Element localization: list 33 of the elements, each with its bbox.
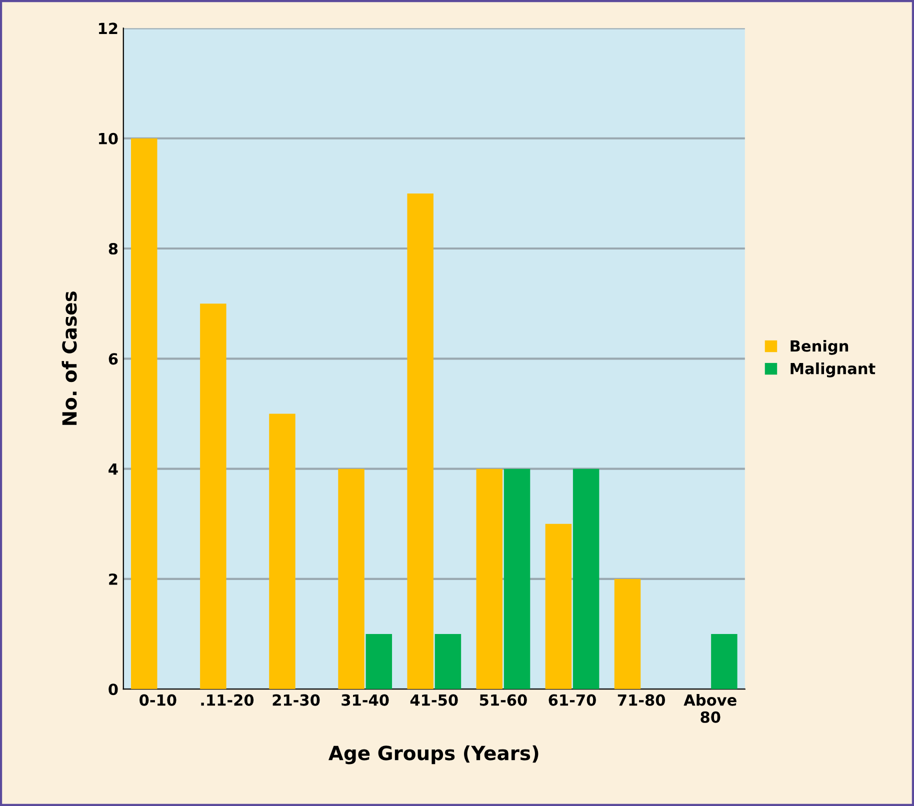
y-tick-label: 4 (108, 463, 118, 475)
legend-label: Benign (790, 340, 848, 355)
bar (434, 634, 462, 690)
x-tick-label: .11-20 (201, 694, 254, 706)
x-tick-label: 41-50 (410, 694, 458, 706)
bar (366, 634, 392, 690)
x-tick-label: 51-60 (480, 694, 527, 706)
x-tick-label: 31-40 (342, 694, 389, 706)
legend-label: Malignant (790, 362, 876, 378)
bar (711, 634, 738, 690)
y-tick-label: 8 (108, 242, 118, 255)
bar (338, 468, 364, 690)
bar (572, 468, 600, 690)
bar (614, 578, 641, 690)
x-tick-label: 21-30 (272, 694, 320, 706)
bar (545, 524, 572, 690)
bar (476, 468, 503, 690)
bar (200, 304, 226, 690)
y-tick-label: 12 (98, 22, 118, 34)
bar (269, 414, 296, 690)
y-axis-title: No. of Cases (62, 292, 77, 425)
x-tick-label: 0-10 (140, 694, 176, 706)
x-axis-title: Age Groups (Years) (328, 745, 538, 764)
bar (504, 468, 530, 690)
bar (130, 138, 158, 690)
bar (407, 193, 434, 690)
y-tick-label: 2 (109, 573, 118, 585)
y-tick-label: 10 (98, 132, 118, 144)
y-tick-label: 6 (108, 353, 118, 365)
x-tick-label: 71-80 (618, 694, 666, 706)
y-tick-label: 0 (108, 684, 118, 696)
x-tick-label: Above 80 (684, 694, 736, 723)
x-tick-label: 61-70 (548, 694, 596, 706)
